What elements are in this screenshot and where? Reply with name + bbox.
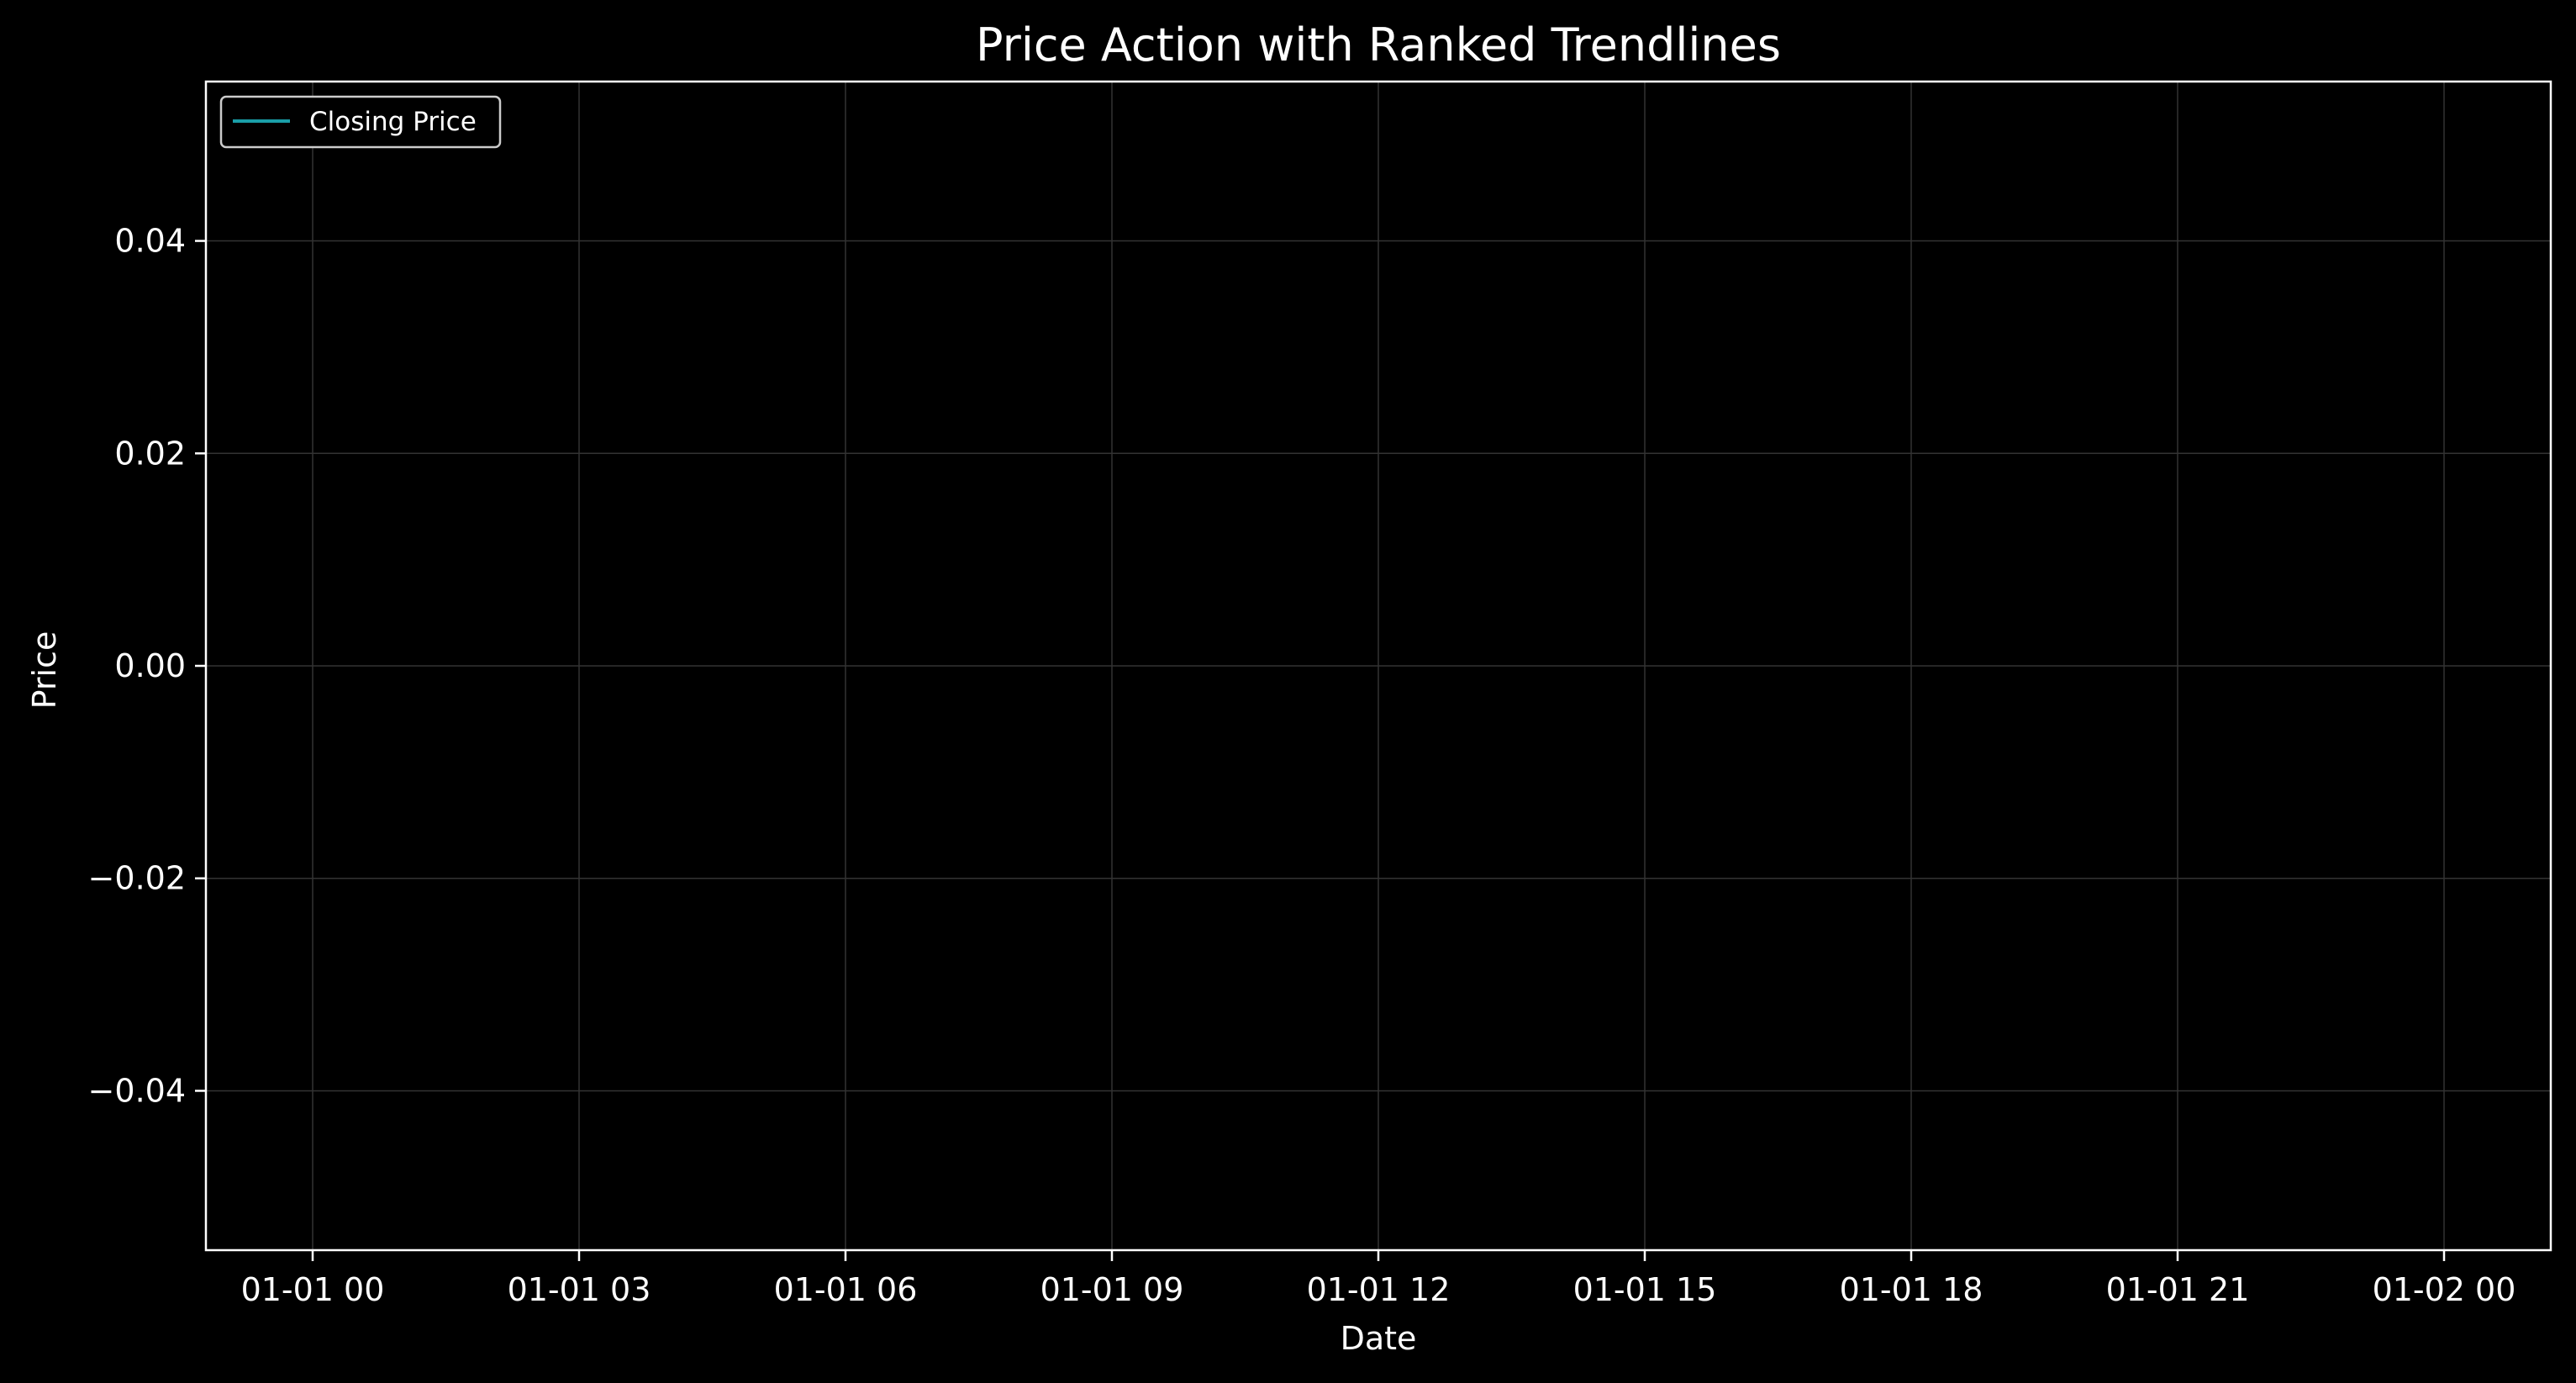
x-tick-label: 01-01 18 xyxy=(1840,1271,1983,1308)
y-tick-label: −0.02 xyxy=(88,860,186,897)
x-tick-label: 01-01 15 xyxy=(1573,1271,1717,1308)
x-tick-label: 01-01 00 xyxy=(241,1271,385,1308)
y-tick-label: 0.04 xyxy=(114,223,186,260)
x-axis-ticks: 01-01 00 01-01 03 01-01 06 01-01 09 01-01 12… xyxy=(241,1250,2516,1308)
legend-box xyxy=(219,95,502,149)
y-axis-ticks: −0.04 −0.02 0.00 0.02 0.04 xyxy=(88,223,206,1109)
x-tick-label: 01-01 09 xyxy=(1040,1271,1184,1308)
x-tick-label: 01-02 00 xyxy=(2373,1271,2516,1308)
x-tick-label: 01-01 21 xyxy=(2106,1271,2250,1308)
x-tick-label: 01-01 06 xyxy=(774,1271,918,1308)
y-axis-label: Price xyxy=(26,631,63,710)
legend-label-closing-price: Closing Price xyxy=(309,107,477,137)
x-axis-label: Date xyxy=(1341,1320,1417,1357)
x-tick-label: 01-01 12 xyxy=(1307,1271,1451,1308)
grid xyxy=(206,82,2551,1250)
x-tick-label: 01-01 03 xyxy=(508,1271,651,1308)
legend[interactable]: Closing Price xyxy=(219,95,502,149)
y-tick-label: 0.00 xyxy=(114,647,186,684)
y-tick-label: −0.04 xyxy=(88,1072,186,1109)
chart-title: Price Action with Ranked Trendlines xyxy=(976,18,1781,71)
y-tick-label: 0.02 xyxy=(114,435,186,472)
